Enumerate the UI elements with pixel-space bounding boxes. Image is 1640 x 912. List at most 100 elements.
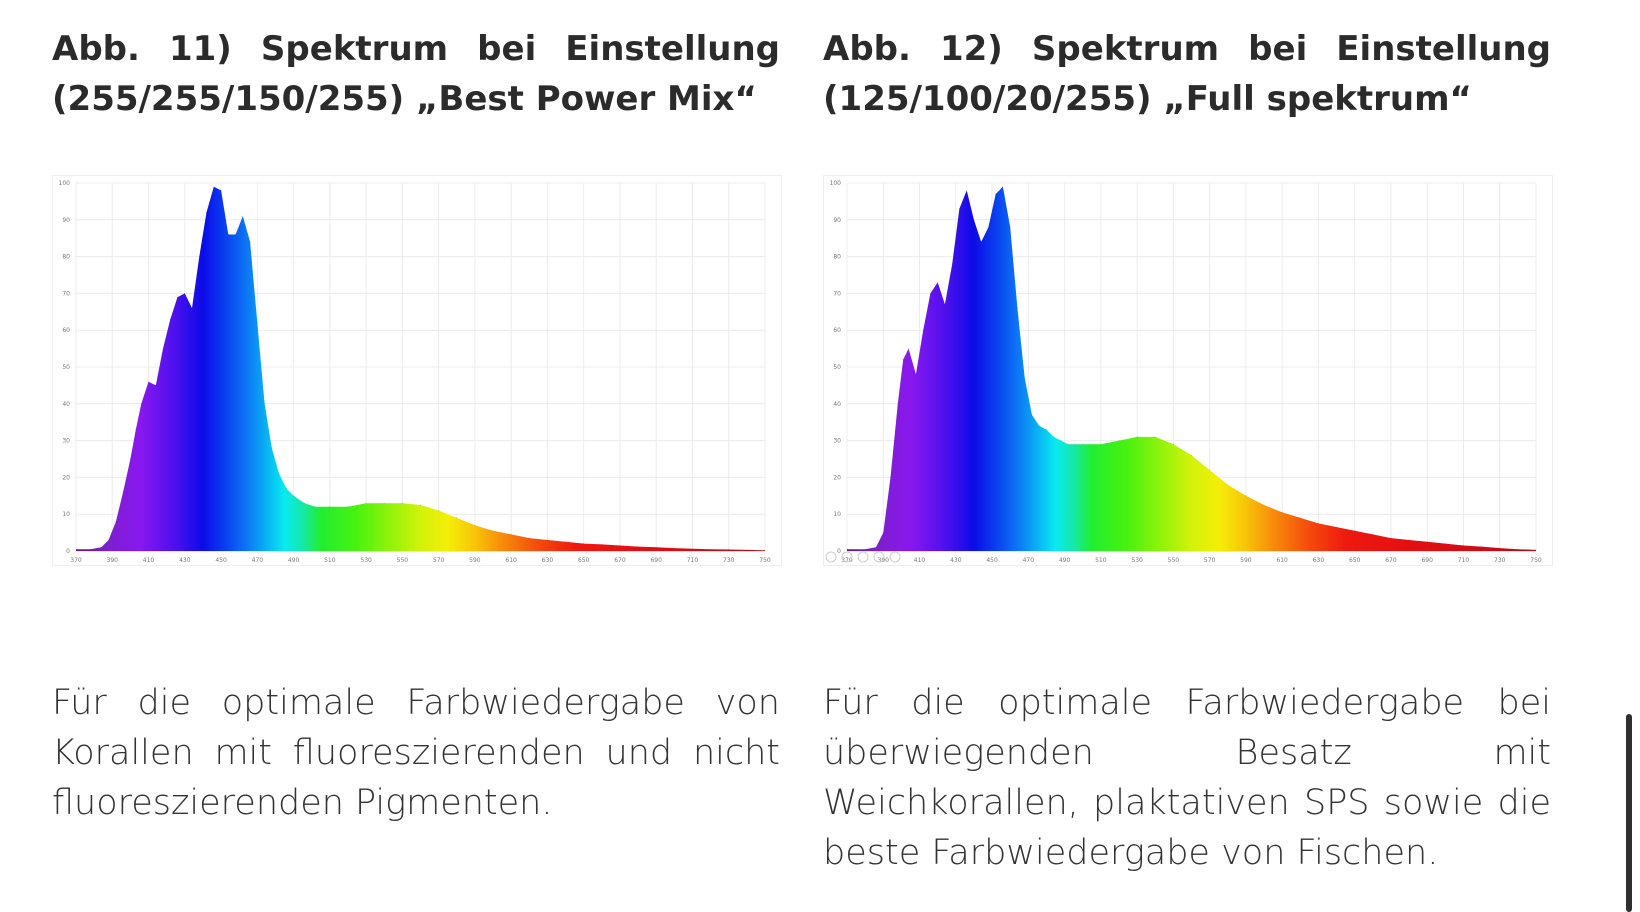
y-tick-label: 80 xyxy=(833,254,841,261)
zoom-icon[interactable] xyxy=(857,551,869,563)
x-tick-label: 710 xyxy=(1458,557,1470,564)
spectrum-point xyxy=(314,506,316,508)
y-tick-label: 50 xyxy=(62,364,70,371)
x-tick-label: 650 xyxy=(578,557,590,564)
spectrum-point xyxy=(897,403,899,405)
spectrum-point xyxy=(1045,429,1047,431)
spectrum-point xyxy=(1067,443,1069,445)
x-tick-label: 370 xyxy=(70,557,82,564)
spectrum-point xyxy=(1172,443,1174,445)
spectrum-point xyxy=(1100,443,1102,445)
y-tick-label: 50 xyxy=(833,364,841,371)
spectrum-point xyxy=(673,547,675,549)
reset-icon[interactable] xyxy=(825,551,837,563)
page-scrollbar[interactable] xyxy=(1626,714,1632,912)
y-tick-label: 10 xyxy=(62,511,70,518)
x-tick-label: 390 xyxy=(878,557,890,564)
x-tick-label: 430 xyxy=(950,557,962,564)
spectrum-point xyxy=(303,502,306,504)
x-tick-label: 590 xyxy=(469,557,481,564)
x-tick-label: 510 xyxy=(324,557,336,564)
spectrum-point xyxy=(492,530,494,532)
pan-icon[interactable] xyxy=(841,551,853,563)
zoom-minus-icon[interactable] xyxy=(889,551,901,563)
spectrum-point xyxy=(401,502,403,504)
spectrum-point xyxy=(746,549,748,551)
spectrum-point xyxy=(937,281,939,283)
y-tick-label: 0 xyxy=(837,548,841,555)
spectrum-point xyxy=(889,476,892,478)
y-tick-label: 40 xyxy=(62,401,70,408)
figure-11-caption: Für die optimale Farbwiedergabe von Kora… xyxy=(52,683,780,823)
spectrum-point xyxy=(1053,436,1055,438)
x-tick-label: 510 xyxy=(1095,557,1107,564)
y-tick-label: 30 xyxy=(833,438,841,445)
x-tick-label: 750 xyxy=(1530,557,1542,564)
spectrum-point xyxy=(205,211,208,213)
y-tick-label: 40 xyxy=(833,401,841,408)
spectrum-point xyxy=(846,548,848,550)
spectrum-point xyxy=(1444,543,1446,545)
spectrum-point xyxy=(764,549,766,551)
x-tick-label: 490 xyxy=(288,557,300,564)
x-tick-label: 530 xyxy=(360,557,372,564)
spectrum-point xyxy=(1481,546,1483,548)
spectrum-point xyxy=(329,506,331,508)
x-tick-label: 670 xyxy=(614,557,626,564)
spectrum-point xyxy=(922,329,924,331)
spectrum-point xyxy=(565,541,567,543)
x-tick-label: 730 xyxy=(1494,557,1506,564)
spectrum-point xyxy=(1354,530,1356,532)
spectrum-point xyxy=(1245,495,1247,497)
spectrum-point xyxy=(528,537,530,539)
x-tick-label: 550 xyxy=(1168,557,1180,564)
spectrum-point xyxy=(129,458,131,460)
spectrum-point xyxy=(619,544,621,547)
spectrum-point xyxy=(115,521,117,523)
spectrum-point xyxy=(155,384,157,386)
spectrum-point xyxy=(419,504,422,506)
spectrum-point xyxy=(438,509,440,512)
spectrum-point xyxy=(655,546,657,548)
spectrum-point xyxy=(973,219,975,221)
spectrum-point xyxy=(75,548,77,550)
x-tick-label: 410 xyxy=(143,557,155,564)
spectrum-point xyxy=(213,186,215,188)
spectrum-point xyxy=(191,307,193,309)
spectrum-point xyxy=(162,348,164,350)
spectrum-point xyxy=(1002,186,1004,188)
zoom-plus-icon[interactable] xyxy=(873,551,885,563)
spectrum-point xyxy=(1190,454,1193,456)
x-tick-label: 750 xyxy=(759,557,771,564)
spectrum-point xyxy=(995,193,997,195)
spectrum-point xyxy=(864,548,866,550)
y-tick-label: 70 xyxy=(833,290,841,297)
spectrum-point xyxy=(1499,547,1501,549)
spectrum-point xyxy=(951,263,953,265)
x-tick-label: 370 xyxy=(841,557,853,564)
x-tick-label: 630 xyxy=(542,557,554,564)
spectrum-point xyxy=(108,539,110,541)
spectrum-point xyxy=(710,548,712,550)
spectrum-point xyxy=(1390,537,1392,539)
figure-12-caption: Für die optimale Farbwiedergabe bei über… xyxy=(823,683,1551,873)
spectrum-point xyxy=(728,548,730,551)
spectrum-point xyxy=(583,543,585,545)
spectrum-point xyxy=(278,473,280,475)
spectrum-area xyxy=(76,186,765,551)
spectrum-point xyxy=(256,322,258,324)
spectrum-point xyxy=(980,241,982,243)
spectrum-area xyxy=(847,186,1536,551)
x-tick-label: 470 xyxy=(1023,557,1035,564)
spectrum-point xyxy=(915,373,917,375)
y-tick-label: 0 xyxy=(66,548,70,555)
spectrum-point xyxy=(122,491,124,493)
spectrum-point xyxy=(1060,440,1062,442)
spectrum-point xyxy=(958,208,960,210)
x-tick-label: 550 xyxy=(397,557,409,564)
x-tick-label: 650 xyxy=(1349,557,1361,564)
y-tick-label: 60 xyxy=(833,327,841,334)
spectrum-point xyxy=(601,543,603,545)
spectrum-point xyxy=(1408,539,1410,541)
spectrum-point xyxy=(929,292,931,294)
